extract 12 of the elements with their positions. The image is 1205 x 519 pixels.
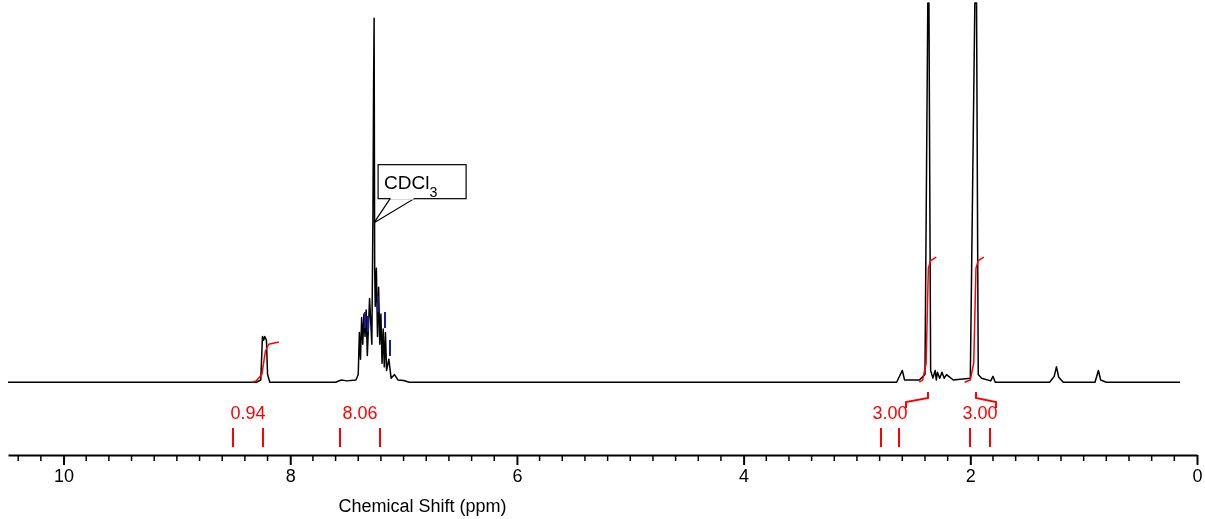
annotation: CDCl$_{3}$: [384, 171, 438, 200]
x-tick-label: 4: [739, 465, 750, 486]
x-tick-label: 8: [285, 465, 296, 486]
annotation: 0.94: [230, 403, 266, 423]
x-axis-title: Chemical Shift (ppm): [338, 496, 507, 516]
annotation: 3.00: [872, 403, 908, 423]
x-tick-label: 2: [965, 465, 976, 486]
x-tick-label: 10: [54, 465, 75, 486]
annotation: 3.00: [962, 403, 998, 423]
x-tick-label: 6: [512, 465, 523, 486]
x-tick-label: 0: [1192, 465, 1203, 486]
annotation: 8.06: [342, 403, 378, 423]
